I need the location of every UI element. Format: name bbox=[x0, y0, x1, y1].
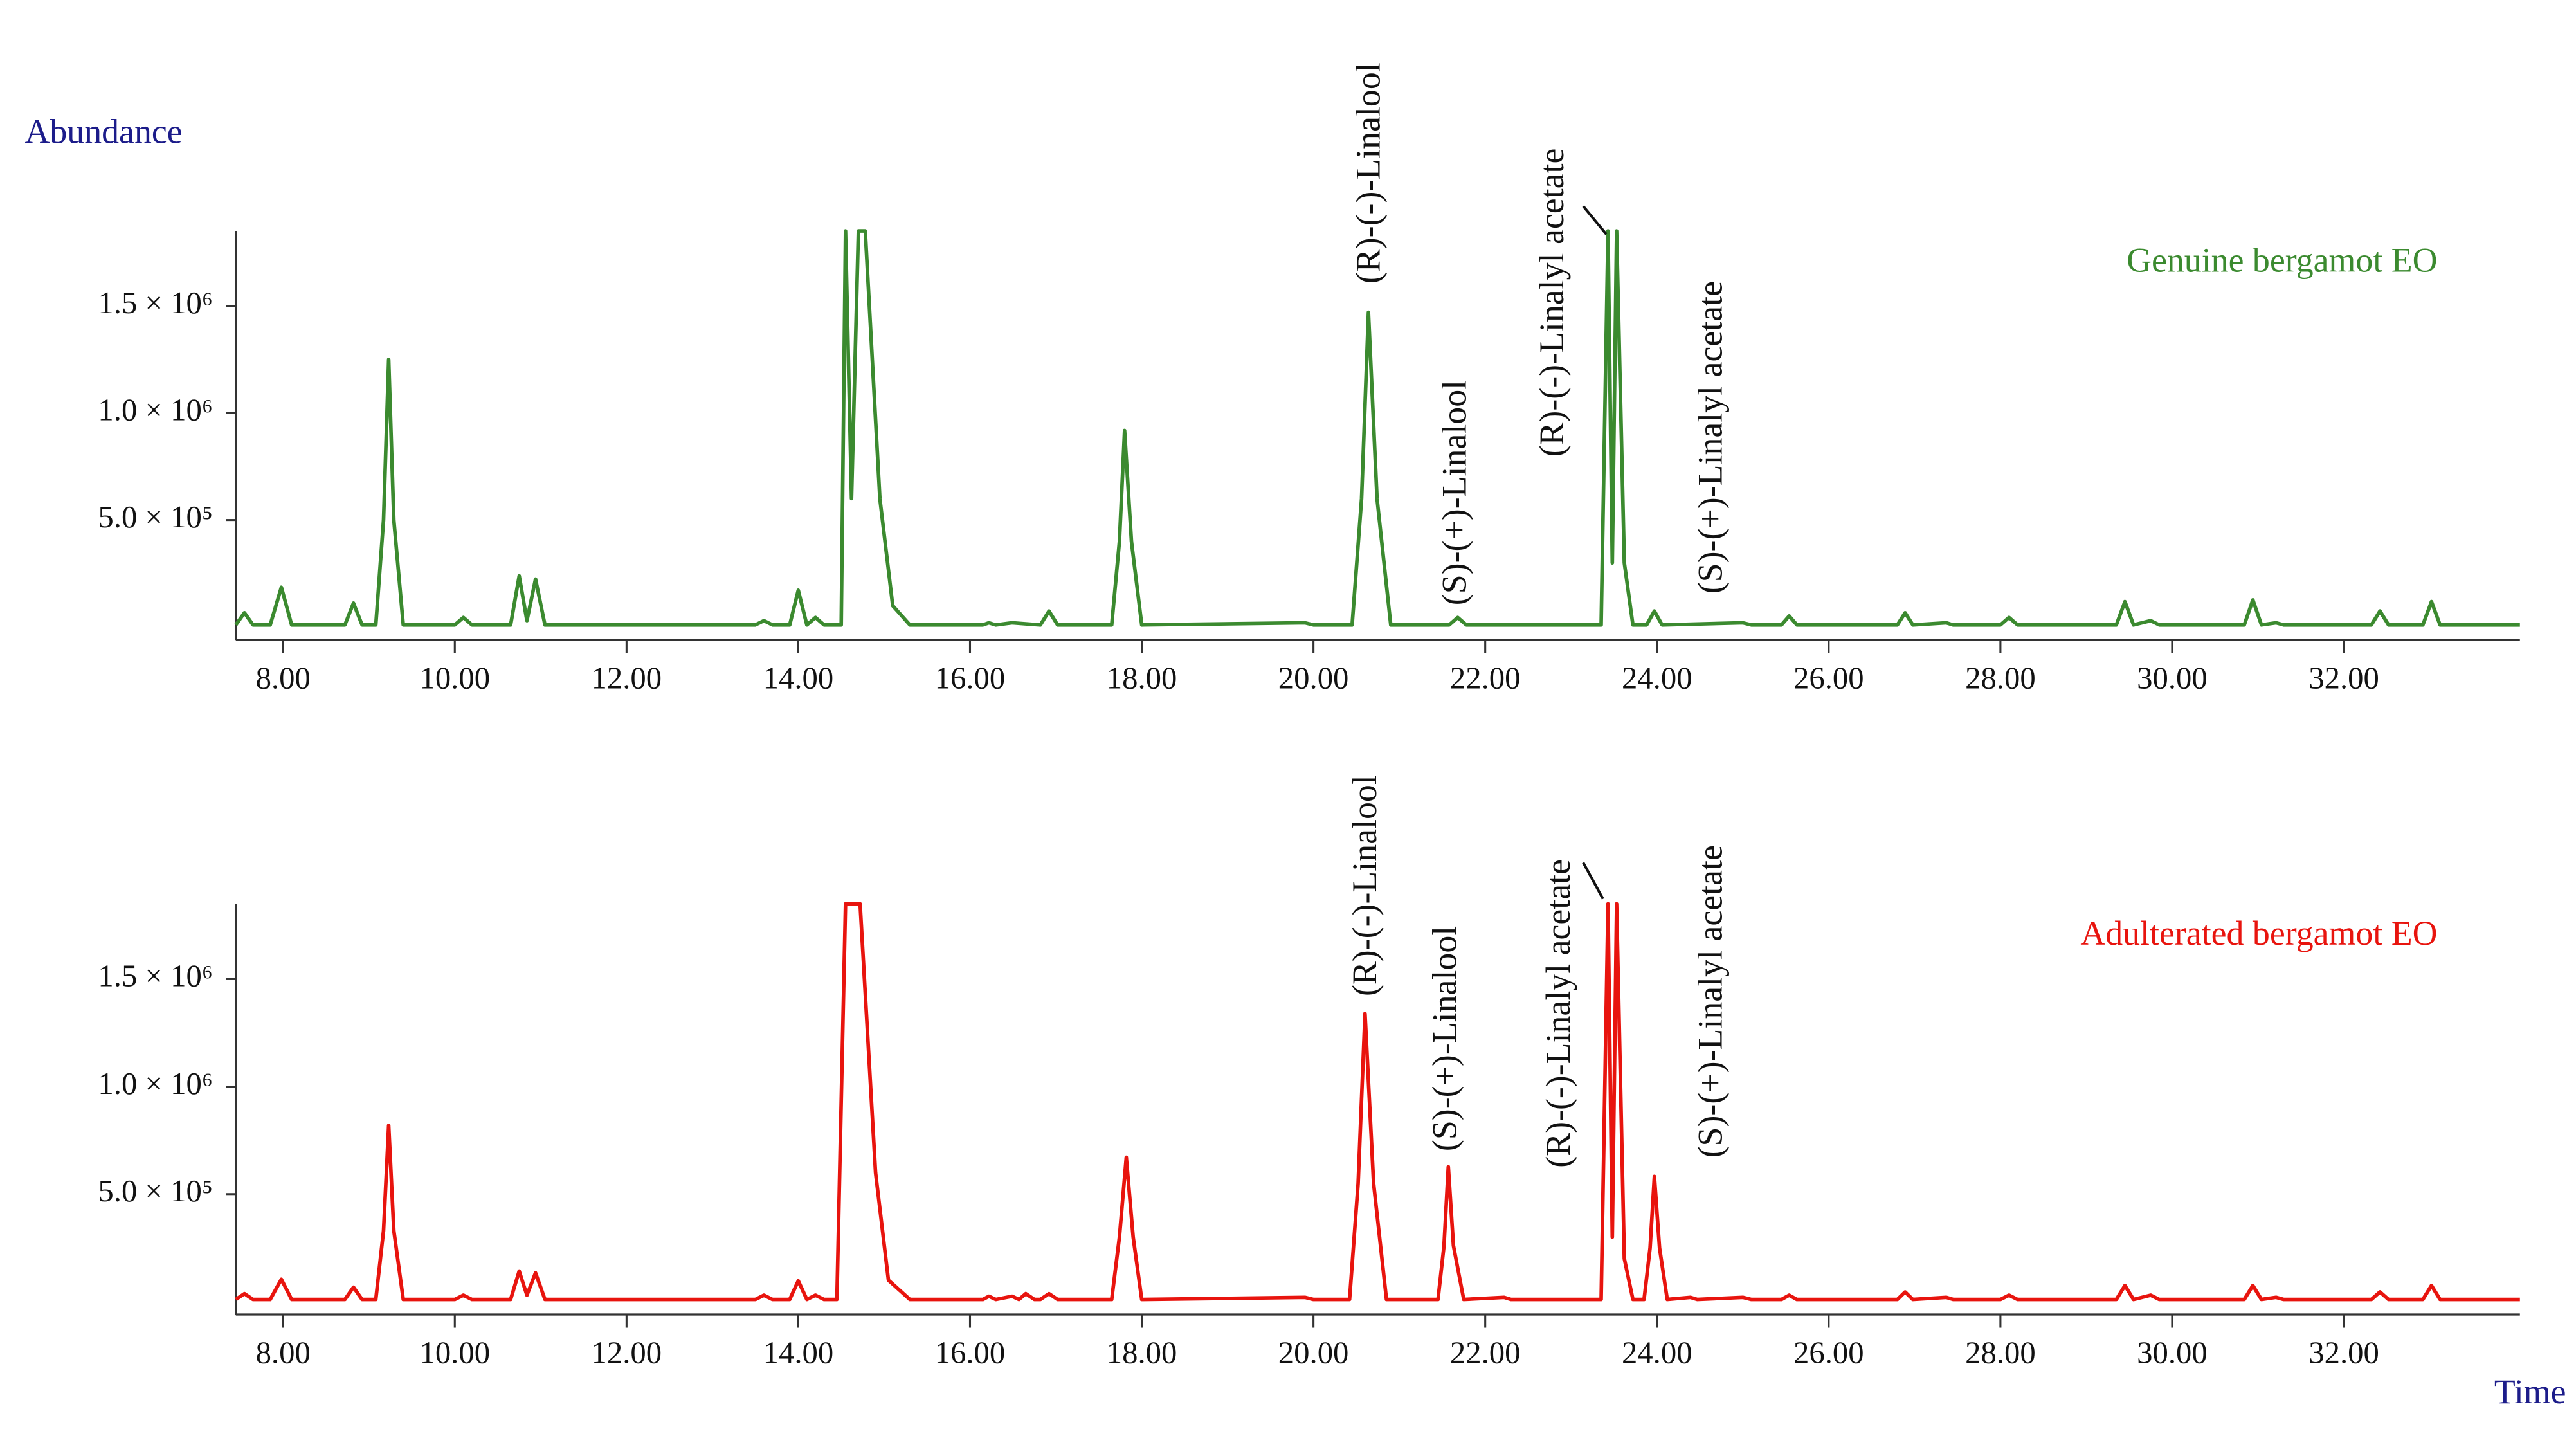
chromatogram-line bbox=[234, 229, 2520, 627]
chromatogram-line bbox=[235, 902, 2520, 1302]
annotation-leader bbox=[1582, 205, 1608, 235]
x-tick-label: 8.00 bbox=[256, 1335, 311, 1370]
peak-annotation: (R)-(-)-Linalyl acetate bbox=[1539, 859, 1577, 1168]
x-tick-label: 32.00 bbox=[2308, 1335, 2379, 1370]
legend-label: Adulterated bergamot EO bbox=[2080, 914, 2437, 952]
x-tick-label: 12.00 bbox=[592, 1335, 662, 1370]
x-tick-label: 20.00 bbox=[1278, 660, 1349, 695]
peak-annotation: (S)-(+)-Linalyl acetate bbox=[1691, 281, 1729, 594]
x-tick-label: 24.00 bbox=[1622, 660, 1692, 695]
peak-annotation: (S)-(+)-Linalool bbox=[1426, 926, 1464, 1151]
y-tick-label: 1.5 × 10⁶ bbox=[98, 286, 212, 320]
x-tick-label: 10.00 bbox=[419, 660, 490, 695]
x-tick-label: 14.00 bbox=[763, 660, 834, 695]
peak-annotation: (S)-(+)-Linalyl acetate bbox=[1691, 845, 1729, 1158]
x-tick-label: 8.00 bbox=[256, 660, 311, 695]
x-axis-label: Time bbox=[2494, 1372, 2566, 1411]
x-tick-label: 18.00 bbox=[1107, 1335, 1177, 1370]
peak-annotation: (R)-(-)-Linalool bbox=[1349, 62, 1388, 284]
y-axis-label: Abundance bbox=[24, 113, 182, 151]
legend-label: Genuine bergamot EO bbox=[2127, 241, 2437, 280]
x-tick-label: 16.00 bbox=[935, 660, 1006, 695]
x-tick-label: 26.00 bbox=[1793, 1335, 1864, 1370]
x-tick-label: 28.00 bbox=[1965, 660, 2036, 695]
x-tick-label: 10.00 bbox=[419, 1335, 490, 1370]
peak-annotation: (S)-(+)-Linalool bbox=[1435, 380, 1473, 605]
annotation-leader bbox=[1582, 862, 1604, 900]
x-tick-label: 30.00 bbox=[2137, 660, 2208, 695]
x-tick-label: 22.00 bbox=[1450, 1335, 1521, 1370]
x-tick-label: 20.00 bbox=[1278, 1335, 1349, 1370]
y-tick-label: 1.0 × 10⁶ bbox=[98, 392, 212, 427]
x-tick-label: 26.00 bbox=[1793, 660, 1864, 695]
x-tick-label: 22.00 bbox=[1450, 660, 1521, 695]
y-tick-label: 5.0 × 10⁵ bbox=[98, 1174, 212, 1208]
x-tick-label: 18.00 bbox=[1107, 660, 1177, 695]
x-tick-label: 12.00 bbox=[592, 660, 662, 695]
peak-annotation: (R)-(-)-Linalyl acetate bbox=[1532, 149, 1571, 457]
y-tick-label: 1.5 × 10⁶ bbox=[98, 959, 212, 994]
x-tick-label: 16.00 bbox=[935, 1335, 1006, 1370]
x-tick-label: 30.00 bbox=[2137, 1335, 2208, 1370]
y-tick-label: 5.0 × 10⁵ bbox=[98, 500, 212, 534]
x-tick-label: 28.00 bbox=[1965, 1335, 2036, 1370]
peak-annotation: (R)-(-)-Linalool bbox=[1345, 775, 1384, 996]
y-tick-label: 1.0 × 10⁶ bbox=[98, 1066, 212, 1101]
x-tick-label: 32.00 bbox=[2308, 660, 2379, 695]
x-tick-label: 14.00 bbox=[763, 1335, 834, 1370]
x-tick-label: 24.00 bbox=[1622, 1335, 1692, 1370]
